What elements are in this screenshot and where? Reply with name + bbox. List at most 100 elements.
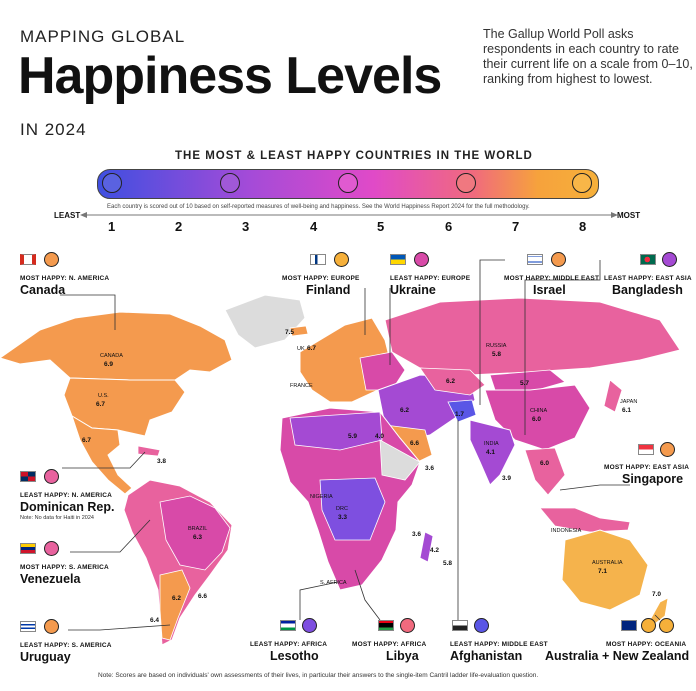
afghanistan-name: Afghanistan [450, 649, 523, 663]
north-africa-region [289, 411, 383, 451]
map-label-canada: CANADA [100, 353, 123, 359]
map-label-nigeria: NIGERIA [310, 494, 333, 500]
map-label-china: CHINA [530, 408, 547, 414]
tick-2: 2 [175, 219, 183, 234]
dominican-tag: LEAST HAPPY: N. AMERICA [20, 492, 112, 499]
ukraine-name: Ukraine [390, 283, 436, 297]
scale-note: Each country is scored out of 10 based o… [107, 204, 530, 210]
venezuela-tag: MOST HAPPY: S. AMERICA [20, 564, 109, 571]
world-map: CANADA 6.9 U.S. 6.7 6.7 3.8 BRAZIL 6.3 6… [0, 259, 681, 646]
israel-name: Israel [533, 283, 566, 297]
ukraine-face-icon [414, 252, 429, 267]
singapore-face-icon [660, 442, 675, 457]
afghanistan-face-icon [474, 618, 489, 633]
map-value-us: 6.7 [96, 401, 105, 408]
venezuela-name: Venezuela [20, 572, 81, 586]
israel-tag: MOST HAPPY: MIDDLE EAST [504, 275, 600, 282]
callout-israel [527, 252, 566, 267]
map-label-uk: UK [297, 346, 305, 352]
venezuela-face-icon [44, 541, 59, 556]
australia-region [561, 529, 649, 611]
neutral-face-icon [338, 173, 358, 193]
finland-face-icon [334, 252, 349, 267]
callout-canada [20, 252, 59, 267]
madagascar-region [419, 531, 434, 563]
very-sad-face-icon [102, 173, 122, 193]
map-value-uk: 6.7 [307, 345, 316, 352]
venezuela-flag-icon [20, 543, 36, 554]
map-label-brazil: BRAZIL [188, 526, 207, 532]
horn-region [379, 439, 421, 481]
map-value-egypt: 4.0 [375, 433, 384, 440]
afghanistan-tag: LEAST HAPPY: MIDDLE EAST [450, 641, 548, 648]
libya-face-icon [400, 618, 415, 633]
smile-face-icon [456, 173, 476, 193]
se-asia-region [524, 447, 566, 496]
leader-lines [60, 259, 661, 631]
mongolia-region [489, 369, 566, 393]
least-label: LEAST [54, 211, 81, 220]
dominican-face-icon [44, 469, 59, 484]
callout-finland [310, 252, 349, 267]
map-value-yemen: 3.6 [425, 465, 434, 472]
map-value-sahel: 5.9 [348, 433, 357, 440]
map-value-australia: 7.1 [598, 568, 607, 575]
callout-afghanistan [452, 618, 489, 633]
map-value-mauritius: 5.8 [443, 560, 452, 567]
libya-name: Libya [386, 649, 419, 663]
lesotho-tag: LEAST HAPPY: AFRICA [250, 641, 328, 648]
map-value-chile: 6.4 [150, 617, 159, 624]
bangladesh-flag-icon [640, 254, 656, 265]
map-value-japan: 6.1 [622, 407, 631, 414]
caribbean-region [137, 445, 161, 457]
callout-singapore [638, 442, 675, 457]
brazil-region [159, 495, 231, 571]
libya-flag-icon [378, 620, 394, 631]
scale-subtitle: THE MOST & LEAST HAPPY COUNTRIES IN THE … [175, 150, 533, 162]
map-value-caribbean: 3.8 [157, 458, 166, 465]
map-value-mexico: 6.7 [82, 437, 91, 444]
sad-face-icon [220, 173, 240, 193]
callout-dominican [20, 469, 59, 484]
greenland-region [224, 294, 306, 349]
map-value-drc: 3.3 [338, 514, 347, 521]
callout-lesotho [280, 618, 317, 633]
year-text: IN 2024 [20, 120, 87, 139]
canada-region [0, 311, 233, 381]
map-value-afghanistan: 1.7 [455, 411, 464, 418]
map-label-japan: JAPAN [620, 399, 637, 405]
kazakhstan-region [419, 367, 486, 396]
finland-flag-icon [310, 254, 326, 265]
australia-face-icon [641, 618, 656, 633]
tick-6: 6 [445, 219, 453, 234]
canada-name: Canada [20, 283, 66, 297]
afghanistan-region [447, 399, 477, 423]
happy-face-icon [572, 173, 592, 193]
callout-bangladesh [640, 252, 677, 267]
map-label-india: INDIA [484, 441, 499, 447]
oceania-name: Australia + New Zealand [545, 649, 690, 663]
lesotho-face-icon [302, 618, 317, 633]
india-region [469, 419, 516, 486]
map-value-saudi: 6.6 [410, 440, 419, 447]
uruguay-face-icon [44, 619, 59, 634]
most-label: MOST [617, 211, 641, 220]
callout-ukraine [390, 252, 429, 267]
libya-tag: MOST HAPPY: AFRICA [352, 641, 427, 648]
singapore-flag-icon [638, 444, 654, 455]
eastern-europe-region [359, 351, 406, 391]
finland-name: Finland [306, 283, 351, 297]
indonesia-region [539, 507, 631, 533]
afghanistan-flag-icon [452, 620, 468, 631]
singapore-tag: MOST HAPPY: EAST ASIA [604, 464, 690, 471]
dominican-name: Dominican Rep. [20, 500, 115, 514]
map-label-russia: RUSSIA [486, 343, 507, 349]
israel-face-icon [551, 252, 566, 267]
callout-uruguay [20, 619, 59, 634]
australia-flag-icon [621, 620, 637, 631]
map-value-mideast: 6.2 [400, 407, 409, 414]
map-label-safrica: S. AFRICA [320, 580, 347, 586]
canada-tag: MOST HAPPY: N. AMERICA [20, 275, 110, 282]
page-title: Happiness Levels [18, 47, 442, 105]
oceania-tag: MOST HAPPY: OCEANIA [606, 641, 687, 648]
